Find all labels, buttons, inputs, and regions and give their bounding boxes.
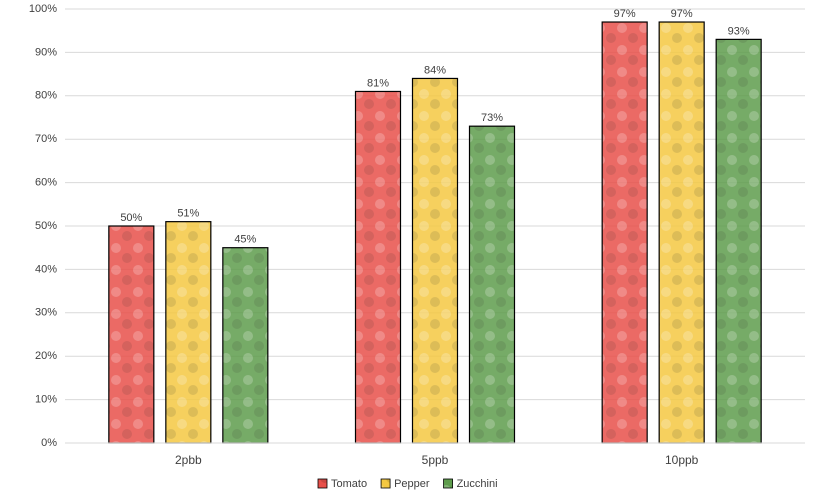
data-label: 84%: [424, 64, 446, 76]
data-label: 93%: [728, 25, 750, 37]
data-label: 81%: [367, 77, 389, 89]
y-tick-label: 100%: [29, 3, 57, 15]
legend-swatch: [317, 478, 328, 489]
bar: [715, 38, 762, 444]
legend-swatch: [380, 478, 391, 489]
y-tick-label: 0%: [41, 437, 57, 449]
bar: [108, 225, 155, 444]
bar: [165, 221, 212, 444]
data-label: 97%: [614, 8, 636, 20]
bar: [222, 247, 269, 444]
y-tick-label: 30%: [35, 307, 57, 319]
x-tick-label: 10ppb: [665, 453, 699, 467]
bar: [658, 21, 705, 444]
data-label: 73%: [481, 112, 503, 124]
y-tick-label: 60%: [35, 177, 57, 189]
legend-label: Tomato: [331, 478, 367, 490]
y-tick-label: 40%: [35, 263, 57, 275]
y-tick-label: 70%: [35, 133, 57, 145]
data-label: 97%: [671, 8, 693, 20]
x-tick-label: 2pbb: [175, 453, 202, 467]
x-tick-label: 5ppb: [422, 453, 449, 467]
y-tick-label: 80%: [35, 90, 57, 102]
bar: [601, 21, 648, 444]
y-tick-label: 10%: [35, 394, 57, 406]
y-tick-label: 90%: [35, 46, 57, 58]
bar: [354, 90, 402, 444]
legend-label: Zucchini: [457, 478, 498, 490]
data-label: 51%: [177, 208, 199, 220]
legend-label: Pepper: [394, 478, 430, 490]
legend-swatch: [443, 478, 453, 489]
bar: [411, 77, 459, 444]
y-tick-label: 20%: [35, 350, 57, 362]
y-tick-label: 50%: [35, 220, 57, 232]
data-label: 45%: [234, 234, 256, 246]
bar: [468, 125, 516, 444]
data-label: 50%: [120, 212, 142, 224]
